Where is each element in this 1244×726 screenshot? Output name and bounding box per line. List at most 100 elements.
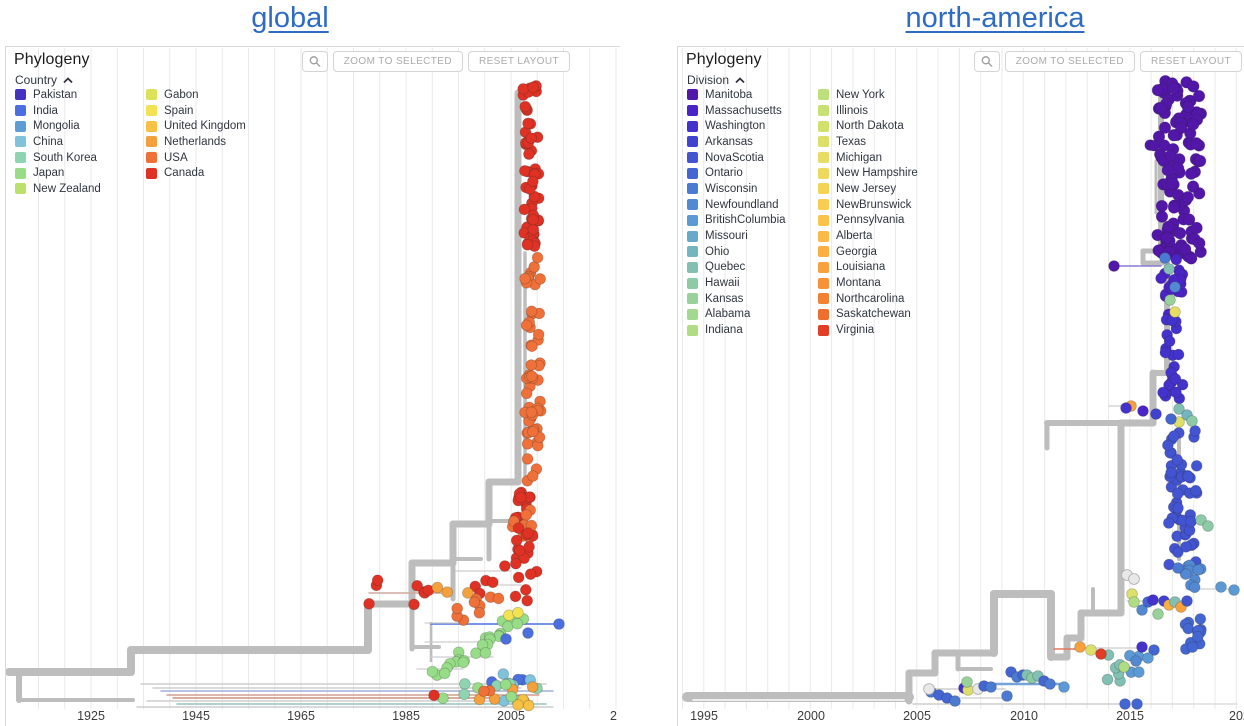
legend-item[interactable]: Wisconsin	[687, 181, 818, 197]
legend-item[interactable]: NovaScotia	[687, 150, 818, 166]
legend-colorby-toggle[interactable]: Country	[15, 73, 73, 87]
tip-node[interactable]	[468, 596, 481, 608]
tip-node[interactable]	[525, 305, 538, 318]
tip-node[interactable]	[1190, 137, 1203, 150]
legend-item[interactable]: Pennsylvania	[818, 213, 949, 229]
legend-item[interactable]: Missouri	[687, 228, 818, 244]
tip-node[interactable]	[1147, 594, 1159, 606]
tip-node[interactable]	[1128, 596, 1140, 608]
tip-node[interactable]	[520, 319, 533, 332]
tip-node[interactable]	[949, 695, 961, 707]
tip-node[interactable]	[525, 406, 538, 419]
legend-item[interactable]: Texas	[818, 134, 949, 150]
tip-node[interactable]	[1136, 604, 1148, 616]
tip-node[interactable]	[1163, 335, 1176, 348]
legend-item[interactable]: United Kingdom	[146, 118, 277, 134]
legend-item[interactable]: BritishColumbia	[687, 213, 818, 229]
tip-node[interactable]	[1189, 484, 1202, 497]
tip-node[interactable]	[1173, 226, 1187, 240]
tip-node[interactable]	[1172, 502, 1184, 514]
legend-item[interactable]: Washington	[687, 118, 818, 134]
tip-node[interactable]	[526, 681, 539, 693]
tip-node[interactable]	[1181, 595, 1193, 607]
tip-node[interactable]	[1195, 514, 1207, 526]
legend-item[interactable]: New Zealand	[15, 181, 146, 197]
tip-node[interactable]	[1169, 373, 1182, 385]
tip-node[interactable]	[1155, 210, 1169, 223]
tip-node[interactable]	[512, 522, 525, 534]
tip-node[interactable]	[517, 83, 529, 95]
tip-node[interactable]	[426, 665, 439, 678]
tip-node[interactable]	[519, 100, 532, 113]
tip-node[interactable]	[1158, 121, 1172, 134]
tip-node[interactable]	[509, 590, 522, 603]
legend-item[interactable]: Japan	[15, 165, 146, 181]
tip-node[interactable]	[1136, 641, 1148, 653]
tip-node[interactable]	[1170, 386, 1182, 399]
tip-node[interactable]	[1159, 346, 1172, 359]
tip-node[interactable]	[1155, 272, 1167, 285]
legend-item[interactable]: Michigan	[818, 150, 949, 166]
tip-node[interactable]	[487, 576, 499, 589]
tip-node[interactable]	[1172, 546, 1184, 558]
tip-node[interactable]	[438, 667, 451, 680]
legend-item[interactable]: Louisiana	[818, 260, 949, 276]
tip-node[interactable]	[512, 699, 524, 711]
tip-node[interactable]	[1155, 199, 1169, 213]
tip-node[interactable]	[1165, 466, 1177, 479]
tip-node[interactable]	[1188, 581, 1201, 594]
tip-node[interactable]	[473, 606, 486, 619]
tip-node[interactable]	[1167, 129, 1180, 142]
tip-node[interactable]	[505, 690, 518, 703]
tip-node[interactable]	[1162, 439, 1174, 452]
tip-node[interactable]	[1189, 425, 1201, 437]
tip-node[interactable]	[1187, 80, 1200, 93]
tip-node[interactable]	[1165, 413, 1177, 425]
tip-node[interactable]	[1192, 564, 1204, 576]
tip-node[interactable]	[1170, 253, 1183, 266]
tip-node[interactable]	[519, 272, 531, 285]
tip-node[interactable]	[1128, 573, 1140, 585]
tip-node[interactable]	[522, 527, 534, 539]
tip-node[interactable]	[1215, 581, 1227, 593]
tip-node[interactable]	[1181, 190, 1195, 204]
legend-item[interactable]: Ohio	[687, 244, 818, 260]
tip-node[interactable]	[1120, 402, 1132, 414]
legend-item[interactable]: Gabon	[146, 87, 277, 103]
tip-node[interactable]	[1119, 698, 1131, 710]
tip-node[interactable]	[1174, 121, 1188, 135]
tip-node[interactable]	[499, 560, 511, 572]
tip-node[interactable]	[1142, 652, 1154, 664]
tip-node[interactable]	[1186, 180, 1200, 193]
tip-node[interactable]	[1173, 403, 1185, 415]
tip-node[interactable]	[525, 359, 538, 371]
tip-node[interactable]	[1131, 698, 1143, 710]
tip-node[interactable]	[497, 668, 510, 680]
tip-node[interactable]	[458, 688, 471, 701]
tip-node[interactable]	[1167, 81, 1180, 95]
tip-node[interactable]	[1194, 613, 1207, 625]
tip-node[interactable]	[534, 273, 546, 285]
legend-item[interactable]: Georgia	[818, 244, 949, 260]
tip-node[interactable]	[1160, 231, 1174, 245]
tip-node[interactable]	[1108, 260, 1120, 272]
tip-node[interactable]	[522, 117, 534, 130]
tip-node[interactable]	[527, 175, 539, 188]
tip-node[interactable]	[451, 602, 464, 615]
tip-node[interactable]	[1148, 644, 1160, 656]
tip-node[interactable]	[1171, 162, 1185, 175]
legend-item[interactable]: Spain	[146, 103, 277, 119]
magnifier-icon[interactable]	[301, 51, 328, 72]
tip-node[interactable]	[488, 693, 501, 705]
tip-node[interactable]	[1163, 263, 1175, 275]
tip-node[interactable]	[499, 678, 512, 691]
legend-item[interactable]: Kansas	[687, 291, 818, 307]
tip-node[interactable]	[1182, 470, 1194, 483]
tip-node[interactable]	[512, 606, 524, 619]
legend-item[interactable]: New Jersey	[818, 181, 949, 197]
tip-node[interactable]	[1169, 281, 1181, 293]
phylogeny-tree-canvas[interactable]: 1925 1945 1965 1985 2005 2	[6, 47, 620, 726]
tip-node[interactable]	[1165, 177, 1179, 190]
tip-node[interactable]	[1148, 139, 1160, 152]
tip-node[interactable]	[1150, 408, 1162, 420]
